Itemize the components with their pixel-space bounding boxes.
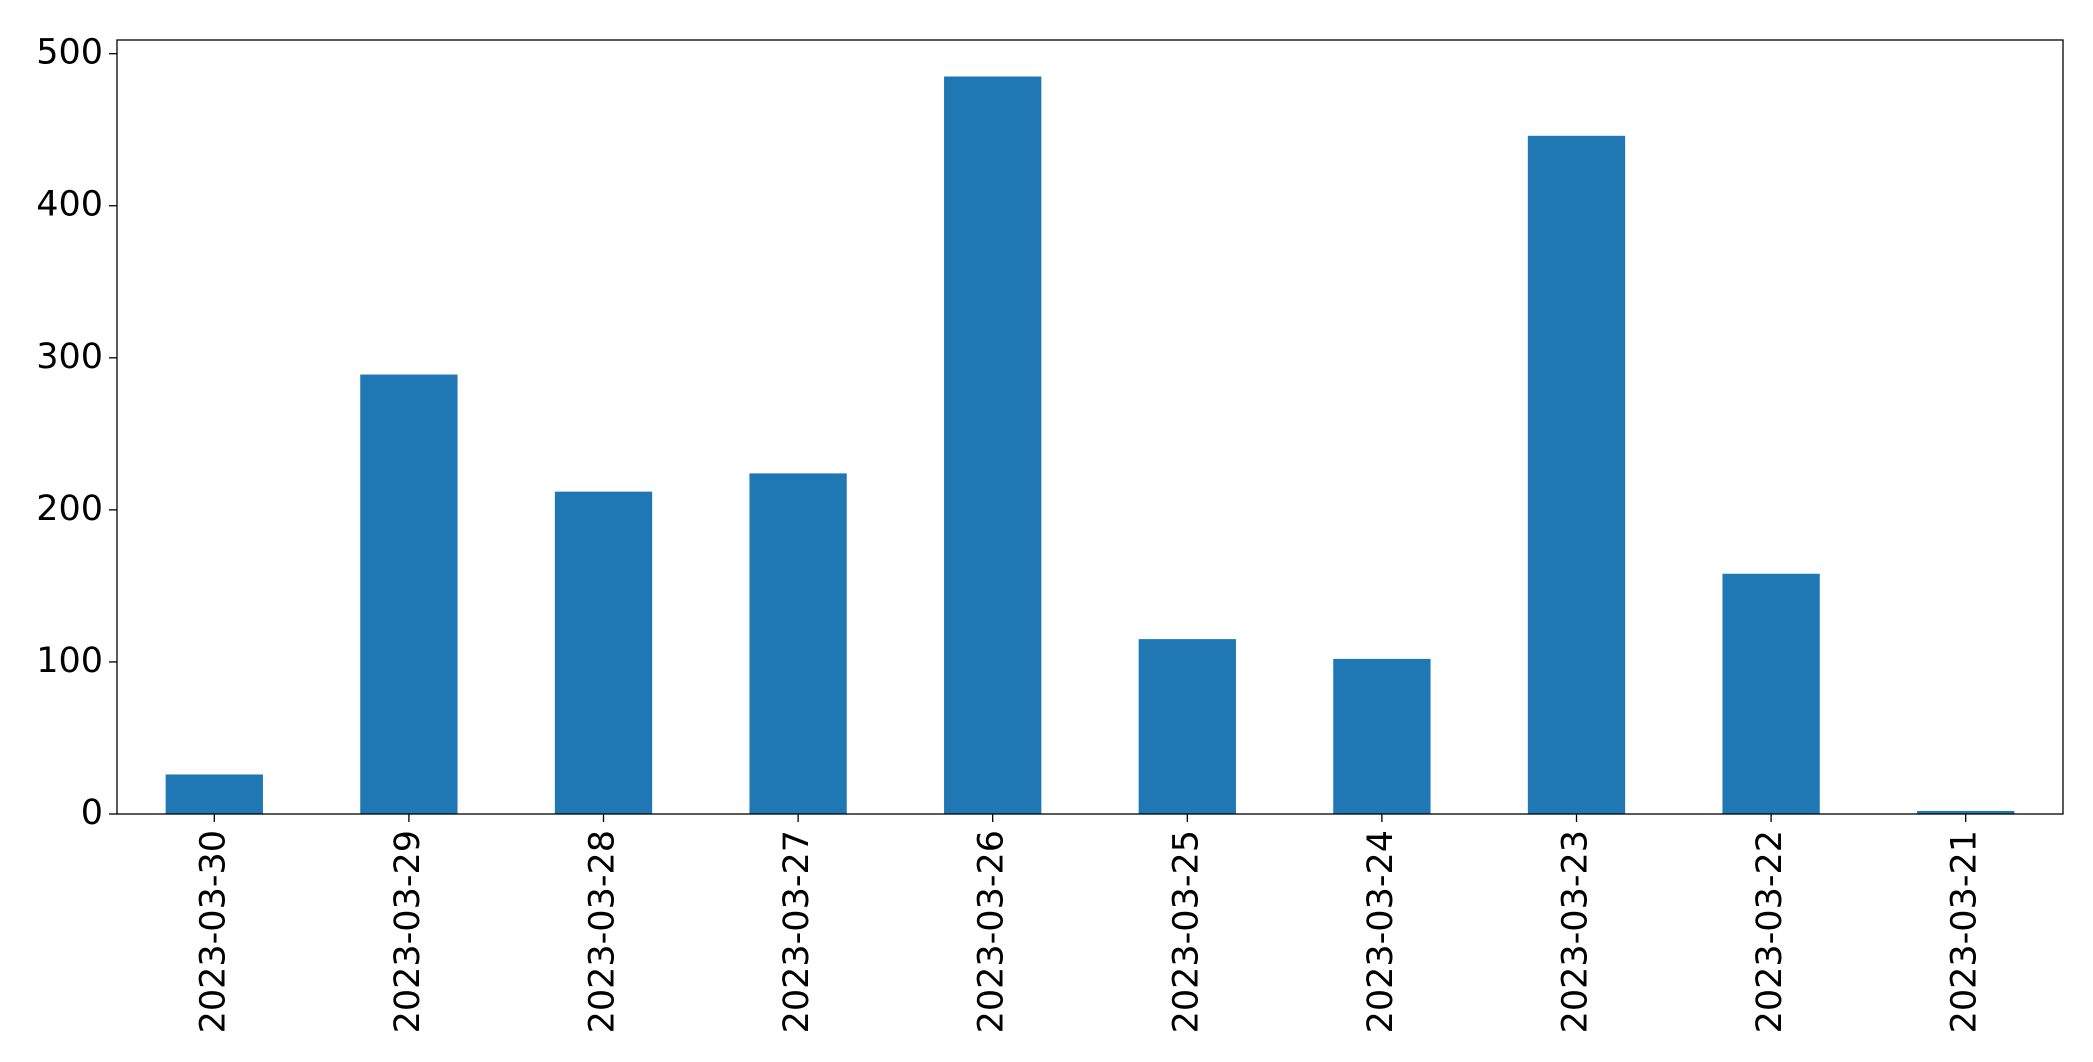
bar bbox=[1333, 658, 1431, 814]
bar bbox=[1917, 810, 2015, 814]
bar bbox=[944, 76, 1042, 814]
x-tick-label: 2023-03-24 bbox=[1361, 830, 1401, 1033]
y-tick-label: 200 bbox=[36, 489, 103, 529]
bar bbox=[360, 374, 458, 814]
bar bbox=[554, 491, 653, 814]
x-tick-label: 2023-03-30 bbox=[193, 830, 233, 1033]
bar bbox=[1527, 135, 1626, 814]
x-tick-label: 2023-03-25 bbox=[1166, 830, 1206, 1033]
x-tick-label: 2023-03-26 bbox=[972, 830, 1012, 1033]
x-tick-label: 2023-03-23 bbox=[1556, 830, 1596, 1033]
bar bbox=[165, 774, 263, 814]
x-tick-label: 2023-03-22 bbox=[1750, 830, 1790, 1033]
plot-frame bbox=[116, 39, 2064, 815]
y-tick-label: 400 bbox=[36, 185, 103, 225]
bar bbox=[749, 473, 847, 814]
bar bbox=[1138, 639, 1236, 814]
x-tick-label: 2023-03-21 bbox=[1945, 830, 1985, 1033]
y-tick-label: 0 bbox=[81, 793, 103, 833]
x-tick-label: 2023-03-29 bbox=[388, 830, 428, 1033]
x-tick-label: 2023-03-28 bbox=[583, 830, 623, 1033]
y-tick-label: 500 bbox=[36, 33, 103, 73]
x-tick-label: 2023-03-27 bbox=[777, 830, 817, 1033]
y-tick-label: 100 bbox=[36, 641, 103, 681]
y-tick-label: 300 bbox=[36, 337, 103, 377]
bar bbox=[1722, 573, 1820, 814]
